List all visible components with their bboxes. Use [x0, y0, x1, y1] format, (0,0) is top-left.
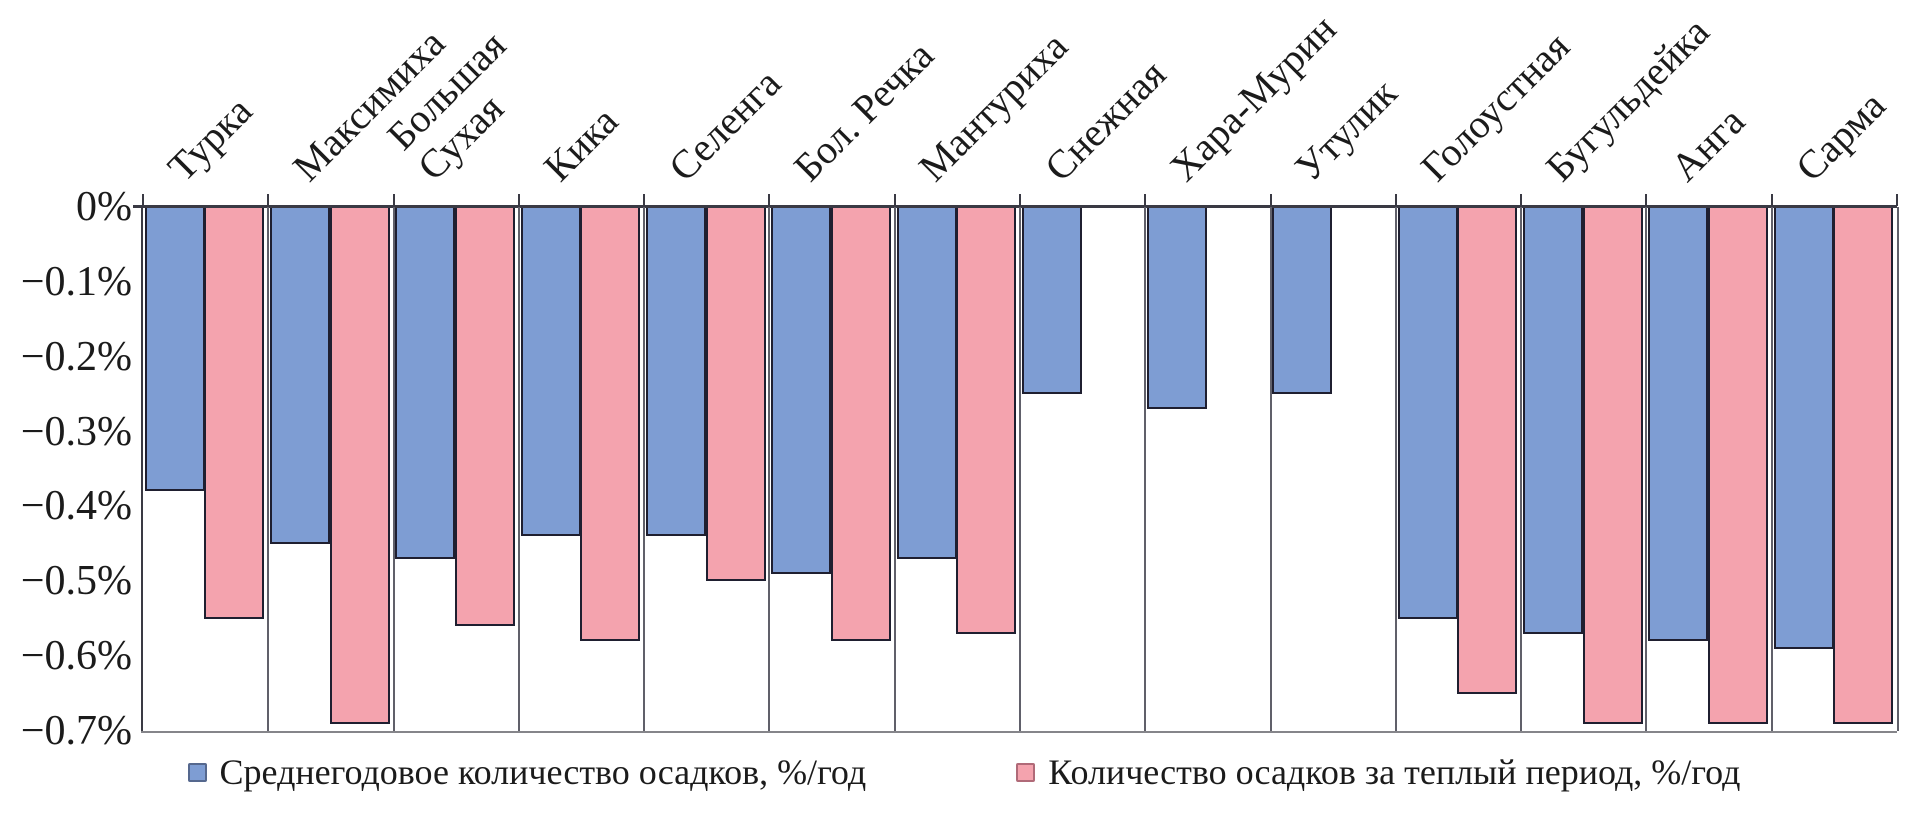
category-separator: [517, 207, 520, 731]
x-axis-tick: [1645, 194, 1648, 206]
bar-annual-2: [395, 207, 455, 559]
bar-annual-5: [771, 207, 831, 574]
x-axis-tick: [1770, 194, 1773, 206]
bar-warm-period-1: [330, 207, 390, 724]
bar-warm-period-6: [956, 207, 1016, 634]
category-separator: [1144, 207, 1147, 731]
bar-annual-11: [1523, 207, 1583, 634]
plot-right-border: [1897, 207, 1899, 731]
bar-warm-period-10: [1457, 207, 1517, 694]
bar-annual-12: [1648, 207, 1708, 641]
bar-warm-period-2: [455, 207, 515, 626]
x-axis-tick: [267, 194, 270, 206]
bar-warm-period-13: [1833, 207, 1893, 724]
y-axis-line: [141, 205, 143, 731]
y-axis-tick-label: −0.1%: [20, 259, 132, 305]
bar-annual-4: [646, 207, 706, 536]
legend: Среднегодовое количество осадков, %/год …: [0, 752, 1928, 792]
x-axis-tick: [1520, 194, 1523, 206]
x-axis-tick: [517, 194, 520, 206]
bar-warm-period-5: [831, 207, 891, 641]
category-separator: [1269, 207, 1272, 731]
bar-annual-3: [521, 207, 581, 536]
category-separator: [1019, 207, 1021, 731]
bar-annual-8: [1147, 207, 1207, 409]
y-axis-tick-label: −0.7%: [20, 708, 132, 754]
x-axis-tick: [643, 194, 646, 206]
bar-warm-period-0: [204, 207, 264, 619]
x-axis-tick: [1394, 194, 1397, 206]
x-axis-tick: [893, 194, 896, 206]
bar-annual-1: [270, 207, 330, 544]
bar-warm-period-11: [1583, 207, 1643, 724]
y-axis-tick-label: −0.3%: [20, 409, 132, 455]
category-separator: [1394, 207, 1397, 731]
category-separator: [392, 207, 395, 731]
legend-marker-annual-icon: [187, 762, 207, 782]
x-axis-category-label: Селенга: [659, 60, 790, 190]
y-axis-tick-label: −0.2%: [20, 334, 132, 380]
category-separator: [893, 207, 896, 731]
legend-item-warm-period: Количество осадков за теплый период, %/г…: [1016, 752, 1740, 792]
legend-label-warm-period: Количество осадков за теплый период, %/г…: [1048, 752, 1741, 792]
category-separator: [643, 207, 646, 731]
x-axis-category-label: Утулик: [1285, 70, 1406, 190]
bar-annual-6: [897, 207, 957, 559]
y-axis-tick-label: −0.6%: [20, 633, 132, 679]
bar-annual-9: [1272, 207, 1332, 394]
x-axis-category-label: Кика: [534, 98, 627, 190]
bar-annual-7: [1022, 207, 1082, 394]
x-axis-tick: [768, 194, 771, 206]
x-axis-bottom-line: [141, 731, 1897, 733]
y-axis-tick-label: 0%: [76, 184, 132, 230]
x-axis-category-label: Турка: [158, 87, 261, 190]
bar-annual-0: [145, 207, 205, 491]
x-axis-tick: [392, 194, 395, 206]
x-axis-category-label: Сарма: [1786, 82, 1894, 190]
x-axis-tick: [1144, 194, 1147, 206]
x-axis-tick: [1269, 194, 1272, 206]
bar-warm-period-4: [706, 207, 766, 581]
x-axis-tick: [1896, 194, 1898, 206]
category-separator: [267, 207, 270, 731]
category-separator: [1645, 207, 1648, 731]
category-separator: [1520, 207, 1523, 731]
legend-item-annual: Среднегодовое количество осадков, %/год: [187, 752, 867, 792]
category-separator: [1770, 207, 1773, 731]
x-axis-zero-line: [133, 205, 1897, 208]
bar-warm-period-12: [1708, 207, 1768, 724]
y-axis-tick-label: −0.4%: [20, 483, 132, 529]
bar-annual-10: [1398, 207, 1458, 619]
legend-label-annual: Среднегодовое количество осадков, %/год: [219, 752, 867, 792]
legend-marker-warm-period-icon: [1016, 762, 1036, 782]
x-axis-tick: [1019, 194, 1021, 206]
y-axis-tick-label: −0.5%: [20, 558, 132, 604]
bar-warm-period-3: [580, 207, 640, 641]
x-axis-category-label: Анга: [1661, 98, 1754, 190]
category-separator: [768, 207, 771, 731]
x-axis-tick: [142, 194, 144, 206]
bar-annual-13: [1774, 207, 1834, 649]
